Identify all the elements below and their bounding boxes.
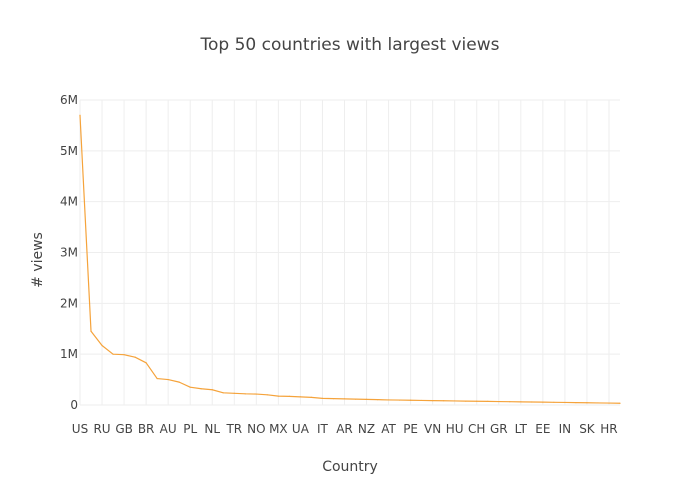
data-point — [200, 388, 202, 390]
data-point — [421, 399, 423, 402]
x-tick-label: AU — [160, 422, 177, 436]
data-point — [487, 400, 489, 402]
x-tick-label: AR — [336, 422, 353, 436]
data-point — [299, 396, 302, 398]
data-point — [255, 393, 257, 395]
data-point — [288, 395, 290, 397]
data-point — [79, 114, 81, 116]
data-point — [542, 401, 544, 403]
data-point — [443, 400, 445, 402]
x-axis-title: Country — [322, 459, 378, 475]
data-point — [189, 386, 191, 388]
x-tick-label: IN — [559, 422, 572, 436]
x-tick-label: NZ — [358, 422, 375, 436]
data-point — [575, 402, 577, 404]
data-point — [277, 395, 279, 397]
x-tick-label: HU — [446, 422, 464, 436]
line-layer — [79, 114, 621, 404]
data-point — [564, 401, 566, 404]
x-tick-label: GR — [490, 422, 508, 436]
x-tick-label: TR — [225, 422, 242, 436]
data-point — [343, 398, 346, 400]
y-tick-label: 3M — [60, 246, 78, 260]
data-point — [123, 354, 125, 356]
data-point — [134, 356, 136, 358]
x-tick-label: GB — [115, 422, 133, 436]
y-tick-label: 5M — [60, 144, 78, 158]
x-tick-label: SK — [579, 422, 596, 436]
y-tick-label: 6M — [60, 93, 78, 107]
data-point — [321, 397, 324, 399]
data-point — [619, 402, 621, 404]
data-point — [597, 402, 599, 404]
data-point — [376, 399, 379, 401]
data-point — [112, 353, 114, 355]
data-point — [101, 344, 103, 347]
data-point — [244, 393, 246, 395]
data-point — [520, 401, 522, 403]
data-point — [509, 401, 511, 403]
x-tick-label: AT — [381, 422, 396, 436]
x-tick-label: NL — [204, 422, 220, 436]
data-point — [145, 362, 147, 364]
y-tick-label: 2M — [60, 296, 78, 310]
x-tick-label: MX — [269, 422, 288, 436]
x-tick-label: HR — [600, 422, 617, 436]
chart-title: Top 50 countries with largest views — [199, 35, 499, 55]
data-point — [266, 394, 268, 396]
data-point — [222, 392, 224, 394]
data-point — [365, 398, 368, 401]
data-point — [354, 398, 357, 400]
data-point — [211, 389, 213, 391]
y-tick-label: 4M — [60, 195, 78, 209]
x-tick-label: PE — [403, 422, 418, 436]
x-tick-label: UA — [292, 422, 310, 436]
data-point — [90, 330, 92, 332]
data-point — [398, 399, 401, 401]
data-point — [531, 401, 533, 403]
x-tick-label: VN — [424, 422, 441, 436]
x-tick-label: LT — [515, 422, 528, 436]
x-tick-label: BR — [138, 422, 155, 436]
x-tick-label: CH — [468, 422, 485, 436]
y-axis-ticks: 0 1M 2M 3M 4M 5M 6M — [60, 93, 78, 412]
x-tick-label: IT — [317, 422, 329, 436]
y-axis-title: # views — [30, 232, 46, 288]
data-point — [233, 392, 235, 394]
x-tick-label: NO — [247, 422, 265, 436]
series-line — [79, 115, 621, 404]
data-point — [332, 398, 335, 400]
x-tick-label: EE — [535, 422, 550, 436]
data-point — [476, 400, 478, 402]
y-tick-label: 1M — [60, 347, 78, 361]
grid-layer — [79, 99, 620, 406]
data-point — [553, 401, 555, 403]
data-point — [454, 400, 456, 402]
y-tick-label: 0 — [70, 398, 78, 412]
data-point — [608, 402, 610, 404]
data-point — [387, 399, 390, 401]
data-point — [167, 378, 169, 381]
x-tick-label: RU — [93, 422, 110, 436]
x-tick-label: PL — [183, 422, 197, 436]
x-tick-label: US — [72, 422, 88, 436]
x-axis-ticks: US RU GB BR AU PL NL TR NO MX UA IT AR NZ AT PE VN HU CH GR… — [72, 422, 618, 436]
data-point — [498, 400, 500, 403]
data-point — [465, 400, 467, 402]
data-point — [586, 402, 588, 404]
data-point — [310, 396, 313, 398]
data-point — [178, 381, 180, 383]
data-point — [432, 400, 434, 402]
data-point — [410, 399, 412, 401]
data-point — [156, 377, 158, 380]
